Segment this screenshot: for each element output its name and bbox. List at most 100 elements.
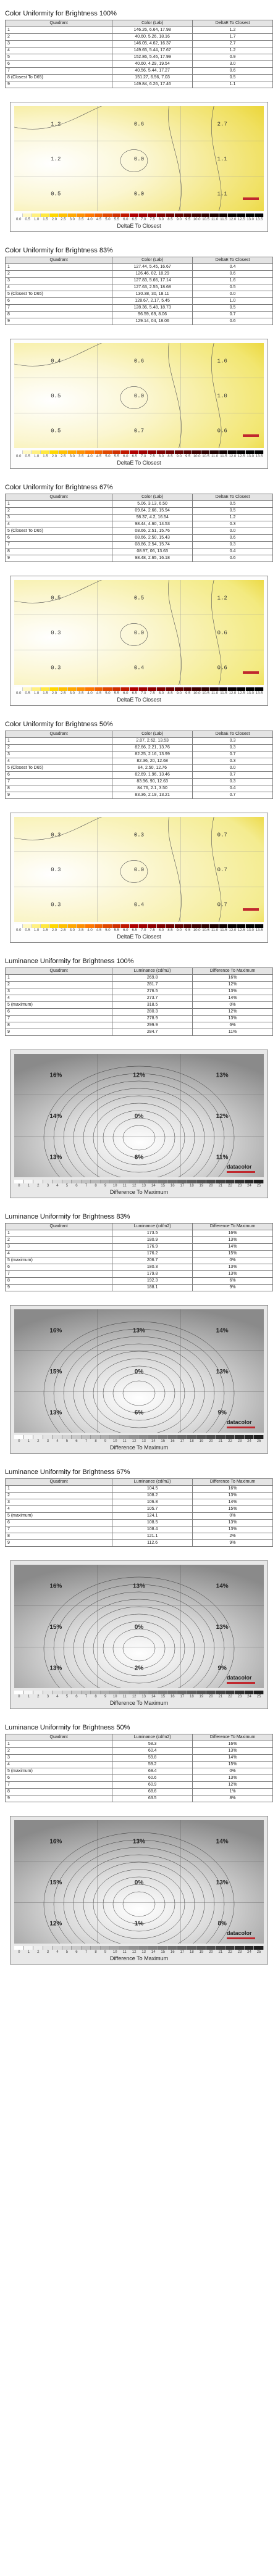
table-row: 6 108.5 13% xyxy=(4,1519,273,1526)
table-cell: 0.7 xyxy=(192,771,273,779)
quadrant-value-label: 1.1 xyxy=(217,191,227,197)
scale-swatch xyxy=(206,1435,216,1439)
uniformity-table: Quadrant Luminance (cd/m2) Difference To M… xyxy=(4,1223,273,1291)
scale-tick-label: 7 xyxy=(85,1695,88,1699)
luminance-uniformity-map: 16% 13% 14% 15% 0% 13% 12% 1% 8% datacolor 0 1 2 3 4 5 6… xyxy=(10,1816,268,1965)
scale-swatch xyxy=(94,687,104,691)
table-cell: 6 xyxy=(4,60,113,68)
scale-swatch xyxy=(32,924,41,928)
scale-tick-label: 3.0 xyxy=(69,455,75,458)
scale-swatch xyxy=(245,687,255,691)
table-cell: 0.0 xyxy=(192,764,273,772)
scale-swatch xyxy=(216,1691,225,1694)
table-cell: 1.0 xyxy=(192,297,273,305)
scale-tick-label: 12.5 xyxy=(237,455,245,458)
table-row: 3 82.25, 2.16, 13.99 0.7 xyxy=(4,751,273,758)
table-row: 5 (maximum) 206.7 0% xyxy=(4,1257,273,1264)
scale-tick-label: 10 xyxy=(112,1950,117,1954)
scale-swatch xyxy=(177,1946,187,1950)
scale-swatch xyxy=(167,1180,178,1183)
scale-tick-label: 1.0 xyxy=(33,218,40,222)
table-cell: 82.66, 2.21, 13.76 xyxy=(112,744,193,752)
scale-swatch xyxy=(183,924,193,928)
table-cell: 12% xyxy=(192,1781,273,1789)
table-cell: 0.3 xyxy=(192,744,273,752)
column-header: DeltaE To Closest xyxy=(192,257,273,264)
scale-swatch xyxy=(235,1180,245,1183)
scale-tick-label: 2.0 xyxy=(51,929,57,932)
table-cell: 9% xyxy=(192,1284,273,1291)
table-cell: 0.4 xyxy=(192,785,273,792)
color-scale-bar xyxy=(14,924,264,928)
scale-swatch xyxy=(254,1180,264,1183)
quadrant-value-label: 16% xyxy=(49,1072,62,1079)
table-row: 8 84.76, 2.1, 3.50 0.4 xyxy=(4,785,273,792)
scale-swatch xyxy=(138,687,148,691)
table-cell: 8 xyxy=(4,311,113,318)
table-cell: 0.3 xyxy=(192,778,273,785)
scale-swatch xyxy=(23,1180,34,1183)
scale-tick-label: 21 xyxy=(218,1439,223,1443)
table-cell: 8 xyxy=(4,785,113,792)
scale-tick-label: 19 xyxy=(199,1184,204,1188)
map-background xyxy=(14,343,264,448)
quadrant-value-label: 0.3 xyxy=(51,832,61,838)
scale-tick-label: 7 xyxy=(85,1439,88,1443)
scale-swatch xyxy=(254,1435,264,1439)
scale-swatch xyxy=(138,924,148,928)
scale-swatch xyxy=(85,687,95,691)
scale-swatch xyxy=(138,1691,149,1694)
quadrant-value-label: 15% xyxy=(49,1879,62,1886)
table-cell: 108.4 xyxy=(112,1526,193,1533)
quadrant-value-label: 0.0 xyxy=(134,867,144,873)
contour-lines xyxy=(43,1576,235,1688)
table-cell: 9 xyxy=(4,792,113,799)
scale-caption: Difference To Maximum xyxy=(109,1189,169,1195)
scale-tick-label: 14 xyxy=(151,1439,156,1443)
table-cell: 8 xyxy=(4,1788,113,1795)
scale-tick-label: 10.0 xyxy=(193,218,201,222)
table-cell: 0.5 xyxy=(192,284,273,291)
table-cell: 3 xyxy=(4,514,113,521)
scale-swatch xyxy=(53,1180,62,1183)
table-row: 9 188.1 9% xyxy=(4,1284,273,1291)
scale-tick-label: 17 xyxy=(180,1950,185,1954)
table-cell: 08.66, 2.51, 15.76 xyxy=(112,528,193,535)
table-cell: 129.14, 04, 18.06 xyxy=(112,318,193,325)
table-cell: 7 xyxy=(4,1526,113,1533)
quadrant-value-label: 0.4 xyxy=(51,358,61,364)
scale-tick-label: 0.0 xyxy=(16,455,22,458)
table-cell: 15% xyxy=(192,1505,273,1513)
scale-tick-label: 5 xyxy=(65,1184,69,1188)
scale-tick-label: 10.5 xyxy=(202,692,209,695)
section-title: Luminance Uniformity for Brightness 100% xyxy=(5,958,134,965)
scale-tick-label: 0.0 xyxy=(16,692,22,695)
uniformity-table: Quadrant Luminance (cd/m2) Difference To M… xyxy=(4,1478,273,1547)
column-header: Luminance (cd/m2) xyxy=(112,967,193,975)
table-cell: 69.4 xyxy=(112,1768,193,1775)
scale-tick-label: 23 xyxy=(237,1184,242,1188)
scale-tick-label: 18 xyxy=(189,1695,194,1699)
scale-tick-label: 11 xyxy=(122,1950,127,1954)
scale-swatch xyxy=(112,213,122,217)
scale-tick-label: 25 xyxy=(256,1950,261,1954)
scale-swatch xyxy=(192,687,201,691)
table-cell: 14% xyxy=(192,1754,273,1762)
scale-caption: Difference To Maximum xyxy=(109,1955,169,1961)
table-cell: 3 xyxy=(4,988,113,995)
scale-tick-label: 8.0 xyxy=(158,455,164,458)
table-cell: 124.1 xyxy=(112,1512,193,1520)
scale-swatch xyxy=(76,687,86,691)
scale-swatch xyxy=(192,450,201,454)
table-cell: 13% xyxy=(192,1492,273,1499)
table-cell: 128.36, 5.48, 18.73 xyxy=(112,304,193,312)
scale-tick-label: 3 xyxy=(46,1439,49,1443)
quadrant-value-label: 0% xyxy=(135,1624,144,1631)
scale-tick-label: 3.0 xyxy=(69,929,75,932)
table-row: 6 60.6 13% xyxy=(4,1775,273,1782)
scale-swatch xyxy=(245,450,255,454)
table-cell: 13% xyxy=(192,1519,273,1526)
scale-swatch xyxy=(49,924,59,928)
scale-tick-label: 1.0 xyxy=(33,692,40,695)
scale-swatch xyxy=(103,687,112,691)
